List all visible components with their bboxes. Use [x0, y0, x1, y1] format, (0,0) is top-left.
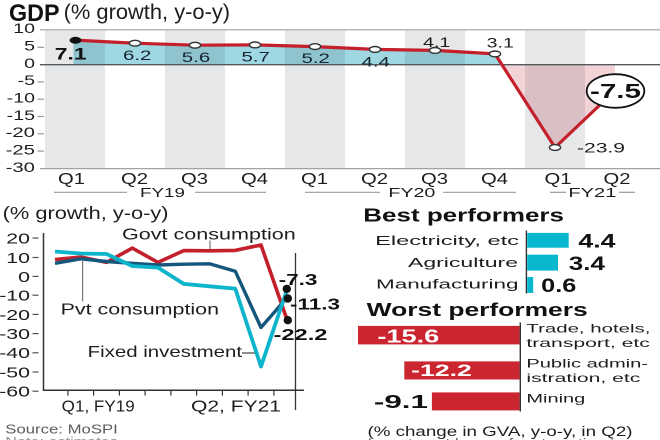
- svg-text:Q2: Q2: [121, 171, 148, 188]
- svg-text:Best performers: Best performers: [363, 205, 564, 225]
- svg-text:-7.5: -7.5: [590, 81, 641, 103]
- svg-text:5: 5: [24, 39, 35, 54]
- svg-text:0: 0: [24, 56, 36, 71]
- svg-text:Q2: Q2: [604, 171, 631, 188]
- svg-text:Q4: Q4: [481, 171, 508, 188]
- svg-text:3.1: 3.1: [487, 36, 514, 52]
- svg-text:Q2, FY21: Q2, FY21: [191, 399, 281, 416]
- svg-text:-9.1: -9.1: [374, 391, 428, 412]
- svg-text:Worst performers: Worst performers: [367, 299, 588, 320]
- svg-text:4.4: 4.4: [578, 231, 616, 252]
- svg-text:Q1: Q1: [301, 171, 328, 188]
- svg-text:Trade, hotels,: Trade, hotels,: [526, 321, 650, 335]
- svg-text:7.1: 7.1: [55, 45, 87, 63]
- svg-text:0: 0: [18, 270, 30, 286]
- svg-text:Fixed investment: Fixed investment: [88, 344, 243, 361]
- svg-text:Q3: Q3: [181, 171, 208, 188]
- svg-text:FY19: FY19: [140, 186, 185, 200]
- svg-text:-10: -10: [7, 91, 36, 106]
- svg-text:Electricity, etc: Electricity, etc: [375, 234, 519, 248]
- svg-text:(% change in GVA, y-o-y, in Q2: (% change in GVA, y-o-y, in Q2): [368, 424, 633, 439]
- svg-text:Mining: Mining: [526, 392, 585, 406]
- svg-text:Note: estimates: Note: estimates: [5, 434, 118, 440]
- svg-text:GDP: GDP: [9, 0, 60, 27]
- svg-text:-11.3: -11.3: [290, 296, 341, 313]
- svg-text:-25: -25: [6, 142, 35, 157]
- svg-text:FY21: FY21: [568, 186, 616, 200]
- svg-text:-10: -10: [0, 289, 30, 305]
- svg-text:(% growth, y-o-y): (% growth, y-o-y): [3, 203, 169, 223]
- svg-text:-60: -60: [0, 385, 30, 401]
- svg-text:Source: MoSPI: Source: MoSPI: [5, 421, 118, 436]
- svg-text:Q4: Q4: [241, 171, 268, 188]
- svg-text:-23.9: -23.9: [577, 141, 625, 157]
- svg-text:5.7: 5.7: [242, 50, 271, 66]
- svg-text:-5: -5: [18, 73, 35, 88]
- svg-text:20: 20: [6, 231, 30, 247]
- svg-text:-7.3: -7.3: [279, 272, 318, 289]
- svg-text:Govt consumption: Govt consumption: [122, 226, 296, 243]
- svg-text:Public admin-: Public admin-: [526, 356, 648, 370]
- svg-text:(% growth, y-o-y): (% growth, y-o-y): [64, 1, 231, 24]
- svg-text:0.6: 0.6: [541, 276, 576, 297]
- svg-text:Agriculture: Agriculture: [408, 256, 518, 270]
- svg-text:FY20: FY20: [388, 186, 435, 200]
- svg-text:Q3: Q3: [421, 171, 448, 188]
- svg-text:5.2: 5.2: [302, 51, 331, 67]
- svg-text:Q1, FY19: Q1, FY19: [62, 399, 135, 416]
- svg-text:-30: -30: [6, 160, 36, 175]
- svg-text:Q1: Q1: [58, 171, 85, 188]
- svg-text:Q1: Q1: [545, 171, 572, 188]
- svg-text:Q2: Q2: [361, 171, 388, 188]
- svg-text:Pvt consumption: Pvt consumption: [61, 302, 219, 319]
- svg-text:10: 10: [13, 21, 35, 36]
- svg-text:3.4: 3.4: [569, 254, 606, 275]
- svg-text:transport, etc: transport, etc: [526, 336, 649, 350]
- svg-text:5.6: 5.6: [182, 50, 211, 66]
- svg-text:-22.2: -22.2: [274, 327, 328, 344]
- svg-text:10: 10: [6, 251, 30, 267]
- svg-text:Investment here refers to esti: Investment here refers to estimates: [368, 436, 633, 440]
- svg-text:-12.2: -12.2: [411, 362, 472, 380]
- svg-text:-15.6: -15.6: [377, 325, 439, 346]
- svg-text:-30: -30: [0, 327, 30, 343]
- svg-text:-20: -20: [0, 308, 30, 324]
- svg-text:-50: -50: [0, 365, 30, 381]
- svg-text:-15: -15: [7, 108, 35, 123]
- svg-text:-20: -20: [6, 125, 36, 140]
- svg-text:Manufacturing: Manufacturing: [376, 278, 519, 292]
- svg-text:-40: -40: [0, 346, 30, 362]
- svg-text:6.2: 6.2: [123, 48, 152, 64]
- svg-text:istration, etc: istration, etc: [526, 371, 640, 385]
- svg-text:4.4: 4.4: [362, 55, 391, 71]
- svg-text:4.1: 4.1: [423, 35, 450, 51]
